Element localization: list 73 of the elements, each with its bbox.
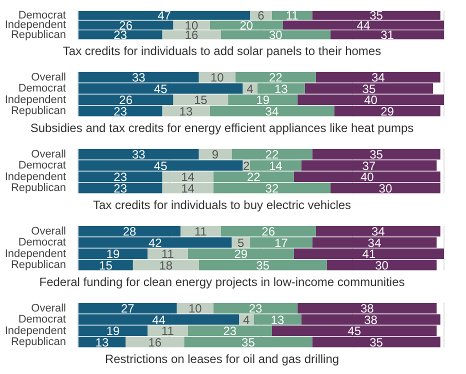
data-label: 6 [258, 8, 265, 23]
y-tick-label: Democrat [18, 236, 66, 249]
y-tick-label: Independent [4, 19, 66, 32]
data-label: 27 [120, 302, 135, 316]
text: Tax credits for individuals to add solar panels to their homes [62, 44, 382, 58]
data-label: 29 [234, 247, 248, 262]
data-label: 11 [286, 8, 299, 23]
text: Federal funding for clean energy projects in low-income communities [39, 275, 405, 290]
data-label: 35 [242, 335, 256, 350]
data-label: 44 [356, 18, 370, 32]
data-label: 20 [240, 18, 254, 32]
data-label: 22 [247, 170, 261, 184]
data-label: 23 [248, 302, 263, 316]
data-label: 33 [132, 70, 146, 85]
text: Tax credits for individuals to buy electric vehicles [92, 198, 352, 212]
data-label: 5 [238, 236, 245, 250]
data-label: 4 [246, 82, 254, 96]
data-label: 42 [148, 236, 162, 250]
data-label: 11 [194, 224, 208, 239]
y-tick-label: Independent [4, 248, 66, 260]
data-label: 29 [380, 104, 394, 118]
data-label: 32 [265, 181, 279, 196]
data-label: 15 [194, 93, 208, 108]
data-label: 17 [274, 236, 288, 250]
y-tick-label: Overall [31, 148, 66, 160]
text: Subsidies and tax credits for energy efficient appliances like heat pumps [30, 121, 414, 136]
data-label: 45 [154, 158, 168, 173]
data-label: 28 [122, 224, 136, 239]
data-label: 4 [243, 312, 250, 327]
y-tick-label: Independent [4, 170, 66, 183]
data-label: 26 [262, 224, 276, 239]
y-tick-label: Republican [10, 182, 66, 194]
data-label: 40 [360, 170, 374, 184]
data-label: 45 [348, 324, 362, 338]
data-label: 13 [270, 312, 284, 327]
y-tick-label: Independent [4, 324, 66, 337]
y-tick-label: Republican [10, 105, 66, 118]
data-label: 35 [256, 258, 270, 272]
data-label: 16 [184, 28, 198, 42]
data-label: 30 [268, 28, 283, 42]
y-tick-label: Overall [31, 71, 66, 84]
data-label: 47 [158, 8, 172, 23]
data-label: 16 [148, 335, 162, 350]
data-label: 30 [375, 258, 389, 272]
y-tick-label: Republican [10, 259, 66, 272]
data-label: 9 [212, 148, 219, 162]
data-label: 45 [154, 82, 168, 96]
data-label: 2 [243, 158, 250, 173]
bar [180, 226, 221, 236]
data-label: 31 [380, 28, 394, 42]
text: Restrictions on leases for oil and gas drilling [104, 352, 340, 366]
data-label: 11 [161, 324, 174, 338]
data-label: 35 [370, 8, 384, 23]
y-tick-label: Independent [4, 94, 66, 106]
data-label: 30 [378, 181, 392, 196]
data-label: 10 [210, 70, 224, 85]
y-tick-label: Overall [31, 302, 66, 314]
data-label: 23 [223, 324, 237, 338]
data-label: 13 [179, 104, 193, 118]
y-tick-label: Democrat [18, 9, 66, 22]
data-label: 41 [362, 247, 376, 262]
y-tick-label: Democrat [18, 314, 66, 326]
data-label: 33 [132, 148, 146, 162]
y-tick-label: Overall [31, 225, 66, 238]
data-label: 40 [364, 93, 378, 108]
data-label: 35 [370, 335, 384, 350]
data-label: 10 [188, 302, 202, 316]
y-tick-label: Republican [10, 336, 66, 348]
data-label: 44 [152, 312, 166, 327]
y-tick-label: Democrat [18, 82, 66, 95]
y-tick-label: Democrat [18, 160, 66, 172]
data-label: 23 [114, 28, 128, 42]
y-tick-label: Republican [10, 28, 66, 41]
